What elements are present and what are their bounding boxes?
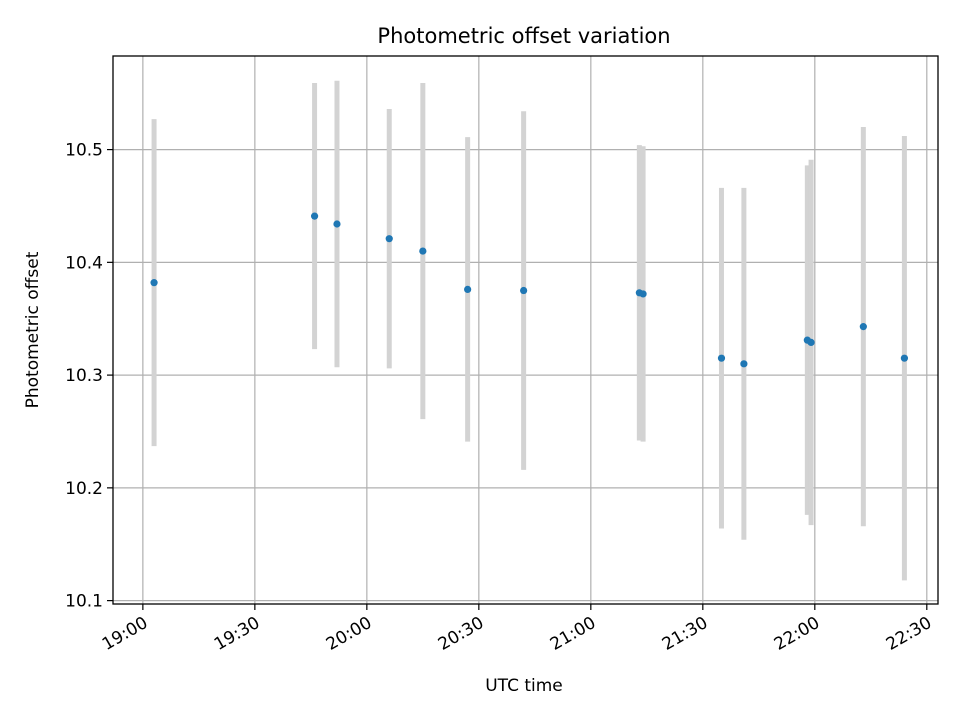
plot-frame [112,55,939,605]
data-point [464,285,472,294]
chart-title: Photometric offset variation [377,24,670,48]
x-tick-label: 20:00 [323,613,375,655]
data-point [859,323,867,331]
y-axis-ticks: 10.1 10.2 10.3 10.4 10.5 [65,141,113,612]
data-points [150,212,909,368]
data-point [419,247,427,255]
y-axis-label: Photometric offset [23,251,43,408]
x-axis-ticks: 19:00 19:30 20:00 20:30 21:00 21:30 22:00 22:30 [99,604,935,655]
data-point [520,286,528,295]
x-tick-label: 21:00 [547,613,599,655]
x-tick-label: 19:00 [99,613,151,655]
y-tick-label: 10.2 [65,479,103,499]
x-axis-label: UTC time [485,676,563,696]
x-tick-label: 21:30 [659,613,711,655]
data-point [807,338,815,347]
data-point [333,220,341,228]
data-point [310,212,319,220]
data-point [639,290,647,298]
x-tick-label: 22:30 [883,613,935,655]
data-point [150,279,158,287]
y-tick-label: 10.5 [65,141,103,161]
y-tick-label: 10.3 [65,366,103,386]
x-tick-label: 19:30 [211,613,263,655]
data-point [385,235,393,243]
error-bars [151,80,907,581]
x-tick-label: 20:30 [435,613,487,655]
data-point [717,354,726,362]
y-tick-label: 10.1 [65,592,103,612]
x-tick-label: 22:00 [771,613,823,655]
data-point [740,360,748,368]
data-point [900,354,909,362]
y-tick-label: 10.4 [65,253,103,273]
